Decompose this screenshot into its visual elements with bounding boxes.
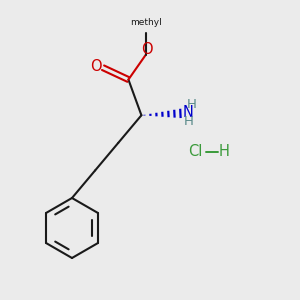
Text: O: O (90, 59, 102, 74)
Text: Cl: Cl (188, 145, 202, 160)
Text: O: O (141, 43, 152, 58)
Text: N: N (183, 105, 194, 120)
Text: H: H (184, 115, 194, 128)
Text: H: H (187, 98, 196, 111)
Text: methyl: methyl (130, 18, 161, 27)
Text: H: H (219, 145, 230, 160)
